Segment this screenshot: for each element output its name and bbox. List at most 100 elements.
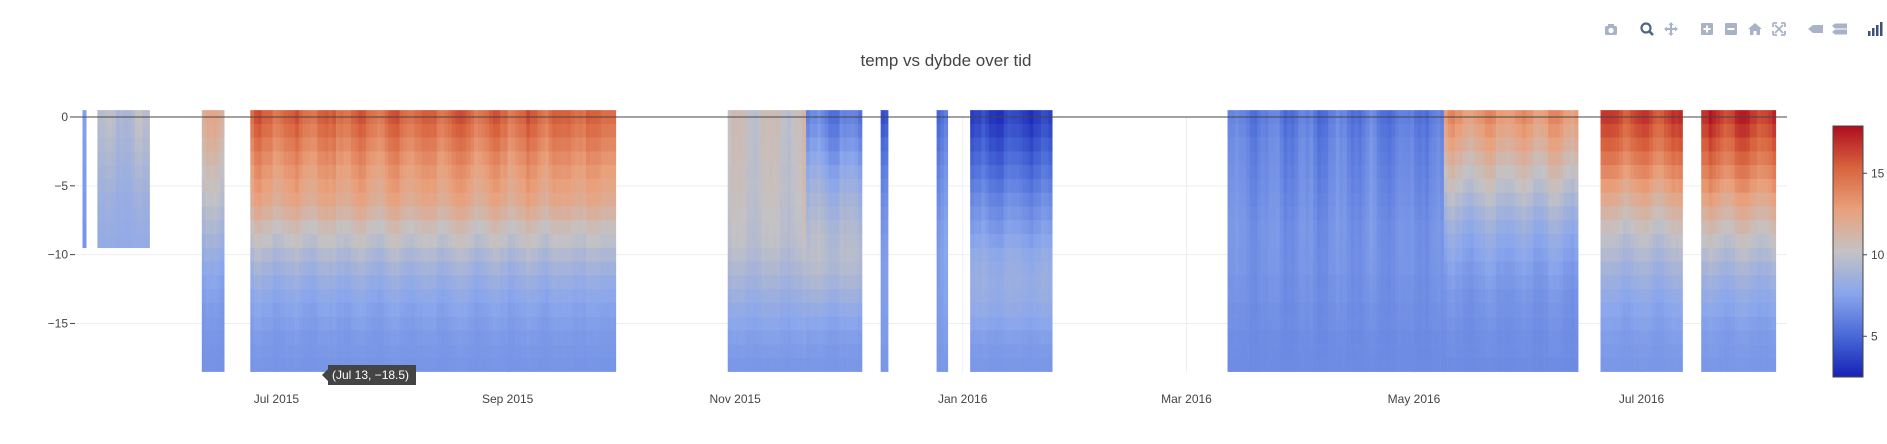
heatmap-cell[interactable]	[1302, 206, 1307, 221]
heatmap-cell[interactable]	[205, 192, 210, 207]
heatmap-cell[interactable]	[794, 261, 799, 276]
heatmap-cell[interactable]	[813, 123, 818, 138]
heatmap-cell[interactable]	[563, 137, 568, 152]
heatmap-cell[interactable]	[287, 316, 292, 331]
heatmap-cell[interactable]	[589, 192, 594, 207]
heatmap-cell[interactable]	[567, 275, 572, 290]
heatmap-cell[interactable]	[287, 357, 292, 372]
heatmap-cell[interactable]	[750, 151, 755, 166]
heatmap-cell[interactable]	[261, 137, 266, 152]
heatmap-cell[interactable]	[858, 316, 863, 331]
heatmap-cell[interactable]	[433, 247, 438, 262]
heatmap-cell[interactable]	[1041, 123, 1046, 138]
heatmap-cell[interactable]	[944, 220, 949, 235]
heatmap-cell[interactable]	[1317, 261, 1322, 276]
heatmap-cell[interactable]	[585, 206, 591, 221]
heatmap-cell[interactable]	[410, 233, 415, 249]
heatmap-cell[interactable]	[1376, 247, 1381, 262]
heatmap-cell[interactable]	[1268, 289, 1273, 304]
heatmap-cell[interactable]	[1305, 330, 1310, 345]
heatmap-cell[interactable]	[511, 344, 516, 359]
heatmap-cell[interactable]	[779, 302, 784, 317]
heatmap-cell[interactable]	[365, 206, 370, 221]
heatmap-cell[interactable]	[556, 261, 561, 276]
heatmap-cell[interactable]	[1451, 151, 1456, 166]
heatmap-cell[interactable]	[1503, 316, 1508, 331]
heatmap-cell[interactable]	[380, 289, 385, 304]
heatmap-cell[interactable]	[1264, 137, 1269, 152]
heatmap-cell[interactable]	[220, 316, 225, 331]
heatmap-cell[interactable]	[541, 357, 546, 372]
heatmap-cell[interactable]	[395, 206, 400, 221]
heatmap-cell[interactable]	[351, 344, 356, 359]
heatmap-cell[interactable]	[746, 151, 751, 166]
heatmap-cell[interactable]	[817, 316, 822, 331]
heatmap-cell[interactable]	[1380, 330, 1385, 345]
heatmap-cell[interactable]	[612, 233, 617, 249]
heatmap-cell[interactable]	[1309, 316, 1314, 331]
heatmap-cell[interactable]	[1384, 357, 1389, 372]
heatmap-cell[interactable]	[757, 233, 762, 249]
heatmap-cell[interactable]	[287, 344, 292, 359]
heatmap-cell[interactable]	[779, 316, 784, 331]
heatmap-cell[interactable]	[1440, 330, 1445, 345]
heatmap-cell[interactable]	[761, 233, 766, 249]
heatmap-cell[interactable]	[593, 316, 598, 331]
heatmap-cell[interactable]	[399, 220, 404, 235]
heatmap-cell[interactable]	[213, 357, 218, 372]
heatmap-cell[interactable]	[365, 316, 370, 331]
heatmap-cell[interactable]	[392, 261, 397, 276]
heatmap-cell[interactable]	[339, 247, 344, 262]
heatmap-cell[interactable]	[533, 289, 538, 304]
heatmap-cell[interactable]	[1499, 123, 1504, 138]
heatmap-cell[interactable]	[944, 192, 949, 207]
heatmap-cell[interactable]	[373, 330, 378, 345]
heatmap-cell[interactable]	[1343, 220, 1348, 235]
heatmap-cell[interactable]	[1481, 233, 1486, 249]
heatmap-cell[interactable]	[351, 261, 356, 276]
heatmap-cell[interactable]	[541, 344, 546, 359]
heatmap-cell[interactable]	[567, 261, 572, 276]
heatmap-cell[interactable]	[813, 275, 818, 290]
heatmap-cell[interactable]	[567, 192, 572, 207]
heatmap-cell[interactable]	[1246, 233, 1251, 249]
heatmap-cell[interactable]	[265, 137, 270, 152]
heatmap-cell[interactable]	[757, 289, 762, 304]
heatmap-cell[interactable]	[791, 220, 796, 235]
heatmap-cell[interactable]	[731, 330, 736, 345]
heatmap-cell[interactable]	[1011, 178, 1016, 193]
heatmap-cell[interactable]	[578, 316, 583, 331]
heatmap-cell[interactable]	[507, 344, 512, 359]
heatmap-cell[interactable]	[1253, 247, 1258, 262]
heatmap-cell[interactable]	[313, 165, 318, 180]
heatmap-cell[interactable]	[1484, 192, 1489, 207]
heatmap-cell[interactable]	[1041, 165, 1046, 180]
heatmap-cell[interactable]	[1283, 247, 1288, 262]
heatmap-cell[interactable]	[567, 178, 572, 193]
heatmap-cell[interactable]	[977, 151, 982, 166]
heatmap-cell[interactable]	[813, 165, 818, 180]
heatmap-cell[interactable]	[1331, 275, 1336, 290]
heatmap-cell[interactable]	[276, 123, 281, 138]
heatmap-cell[interactable]	[474, 151, 479, 166]
heatmap-cell[interactable]	[403, 247, 408, 262]
heatmap-cell[interactable]	[1253, 302, 1258, 317]
heatmap-cell[interactable]	[1037, 247, 1042, 262]
heatmap-cell[interactable]	[847, 165, 852, 180]
heatmap-cell[interactable]	[134, 151, 139, 166]
heatmap-cell[interactable]	[1339, 357, 1344, 372]
heatmap-cell[interactable]	[444, 151, 449, 166]
heatmap-cell[interactable]	[731, 316, 736, 331]
heatmap-cell[interactable]	[257, 289, 262, 304]
heatmap-cell[interactable]	[742, 206, 747, 221]
heatmap-cell[interactable]	[1283, 261, 1288, 276]
heatmap-cell[interactable]	[358, 330, 363, 345]
heatmap-cell[interactable]	[1458, 151, 1463, 166]
heatmap-cell[interactable]	[1324, 220, 1329, 235]
heatmap-cell[interactable]	[776, 233, 781, 249]
heatmap-cell[interactable]	[1440, 247, 1445, 262]
heatmap-cell[interactable]	[410, 261, 415, 276]
heatmap-cell[interactable]	[485, 220, 490, 235]
heatmap-cell[interactable]	[798, 261, 803, 276]
heatmap-cell[interactable]	[746, 165, 751, 180]
